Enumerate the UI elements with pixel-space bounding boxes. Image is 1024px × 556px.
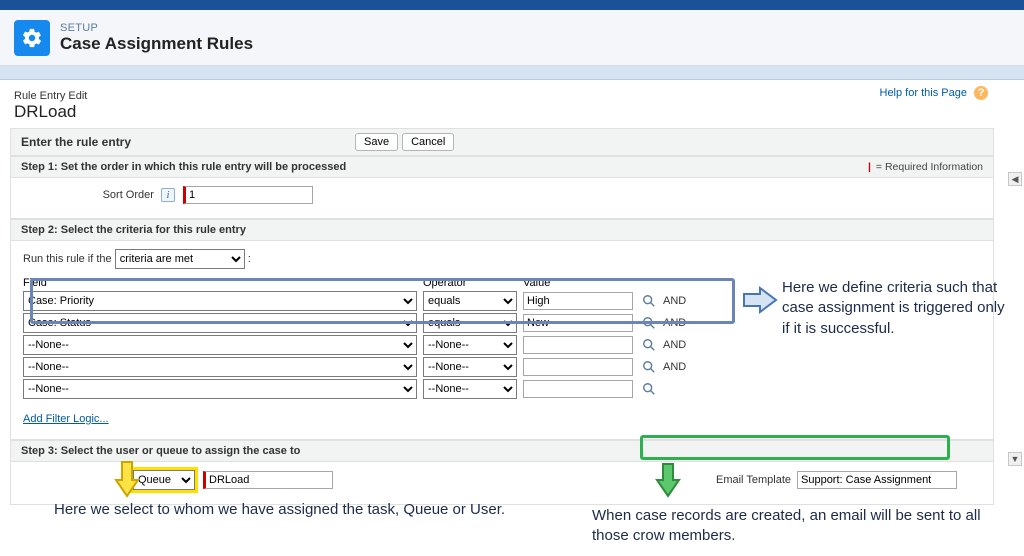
- gear-icon: [14, 20, 50, 56]
- step3-bar: Step 3: Select the user or queue to assi…: [10, 440, 994, 462]
- value-input[interactable]: [523, 292, 633, 310]
- operator-select[interactable]: --None--: [423, 379, 517, 399]
- field-select[interactable]: --None--: [23, 379, 417, 399]
- email-template-input[interactable]: [797, 471, 957, 489]
- help-icon: ?: [974, 86, 988, 100]
- run-rule-label: Run this rule if the: [23, 253, 112, 265]
- info-icon[interactable]: i: [161, 188, 175, 202]
- col-field: Field: [23, 277, 423, 289]
- sort-order-input[interactable]: [183, 186, 313, 204]
- step2-bar: Step 2: Select the criteria for this rul…: [10, 219, 994, 241]
- scroll-up-icon[interactable]: ◀: [1008, 172, 1022, 186]
- field-select[interactable]: --None--: [23, 335, 417, 355]
- arrow-down-icon: [114, 460, 140, 498]
- annotation-criteria: Here we define criteria such that case a…: [782, 278, 1012, 339]
- run-rule-select[interactable]: criteria are met: [115, 249, 245, 269]
- help-link[interactable]: Help for this Page ?: [880, 86, 989, 100]
- lookup-icon[interactable]: [641, 359, 657, 375]
- value-input[interactable]: [523, 314, 633, 332]
- scroll-down-icon[interactable]: ▼: [1008, 452, 1022, 466]
- help-text: Help for this Page: [880, 87, 967, 99]
- arrow-right-icon: [742, 286, 778, 314]
- page-header: SETUP Case Assignment Rules: [0, 10, 1024, 66]
- and-label: AND: [663, 295, 686, 307]
- save-button[interactable]: Save: [355, 133, 398, 151]
- lookup-icon[interactable]: [641, 337, 657, 353]
- add-filter-link[interactable]: Add Filter Logic...: [23, 413, 109, 425]
- step3-body: Queue Email Template: [10, 462, 994, 505]
- field-select[interactable]: Case: Priority: [23, 291, 417, 311]
- arrow-down-icon: [655, 462, 681, 498]
- value-input[interactable]: [523, 336, 633, 354]
- operator-select[interactable]: equals: [423, 291, 517, 311]
- value-input[interactable]: [523, 380, 633, 398]
- lookup-icon[interactable]: [641, 293, 657, 309]
- entry-label: Enter the rule entry: [21, 135, 131, 149]
- annotation-assignee: Here we select to whom we have assigned …: [54, 500, 614, 520]
- and-label: AND: [663, 361, 686, 373]
- cancel-button[interactable]: Cancel: [402, 133, 454, 151]
- assignee-type-select[interactable]: Queue: [133, 470, 195, 490]
- lookup-icon[interactable]: [641, 315, 657, 331]
- and-label: AND: [663, 339, 686, 351]
- req-marker: |: [868, 161, 871, 173]
- header-eyebrow: SETUP: [60, 22, 253, 34]
- step2-title: Step 2: Select the criteria for this rul…: [21, 224, 246, 236]
- header-text: SETUP Case Assignment Rules: [60, 22, 253, 54]
- sort-order-label: Sort Order i: [23, 188, 183, 202]
- page-title: DRLoad: [14, 102, 994, 122]
- colon: :: [245, 253, 251, 265]
- criteria-row: --None-- --None--: [23, 379, 981, 399]
- lookup-icon[interactable]: [641, 381, 657, 397]
- step2-body: Run this rule if the criteria are met : …: [10, 241, 994, 440]
- req-text: = Required Information: [876, 161, 983, 173]
- breadcrumb: Rule Entry Edit: [14, 90, 994, 102]
- required-info: | = Required Information: [868, 161, 983, 173]
- step1-bar: Step 1: Set the order in which this rule…: [10, 156, 994, 178]
- annotation-email: When case records are created, an email …: [592, 506, 1012, 547]
- col-operator: Operator: [423, 277, 523, 289]
- field-select[interactable]: --None--: [23, 357, 417, 377]
- step1-title: Step 1: Set the order in which this rule…: [21, 161, 346, 173]
- criteria-row: --None-- --None-- AND: [23, 357, 981, 377]
- top-bar: [0, 0, 1024, 10]
- assignee-value-input[interactable]: [203, 471, 333, 489]
- email-template-label: Email Template: [716, 474, 791, 486]
- entry-bar: Enter the rule entry Save Cancel: [10, 128, 994, 156]
- and-label: AND: [663, 317, 686, 329]
- col-value: Value: [523, 277, 643, 289]
- header-title: Case Assignment Rules: [60, 34, 253, 54]
- step1-body: Sort Order i: [10, 178, 994, 219]
- value-input[interactable]: [523, 358, 633, 376]
- operator-select[interactable]: equals: [423, 313, 517, 333]
- field-select[interactable]: Case: Status: [23, 313, 417, 333]
- step3-title: Step 3: Select the user or queue to assi…: [21, 445, 300, 457]
- blue-strip: [0, 66, 1024, 80]
- operator-select[interactable]: --None--: [423, 357, 517, 377]
- operator-select[interactable]: --None--: [423, 335, 517, 355]
